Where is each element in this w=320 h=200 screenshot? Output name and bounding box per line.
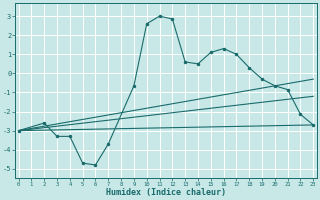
X-axis label: Humidex (Indice chaleur): Humidex (Indice chaleur) <box>106 188 226 197</box>
